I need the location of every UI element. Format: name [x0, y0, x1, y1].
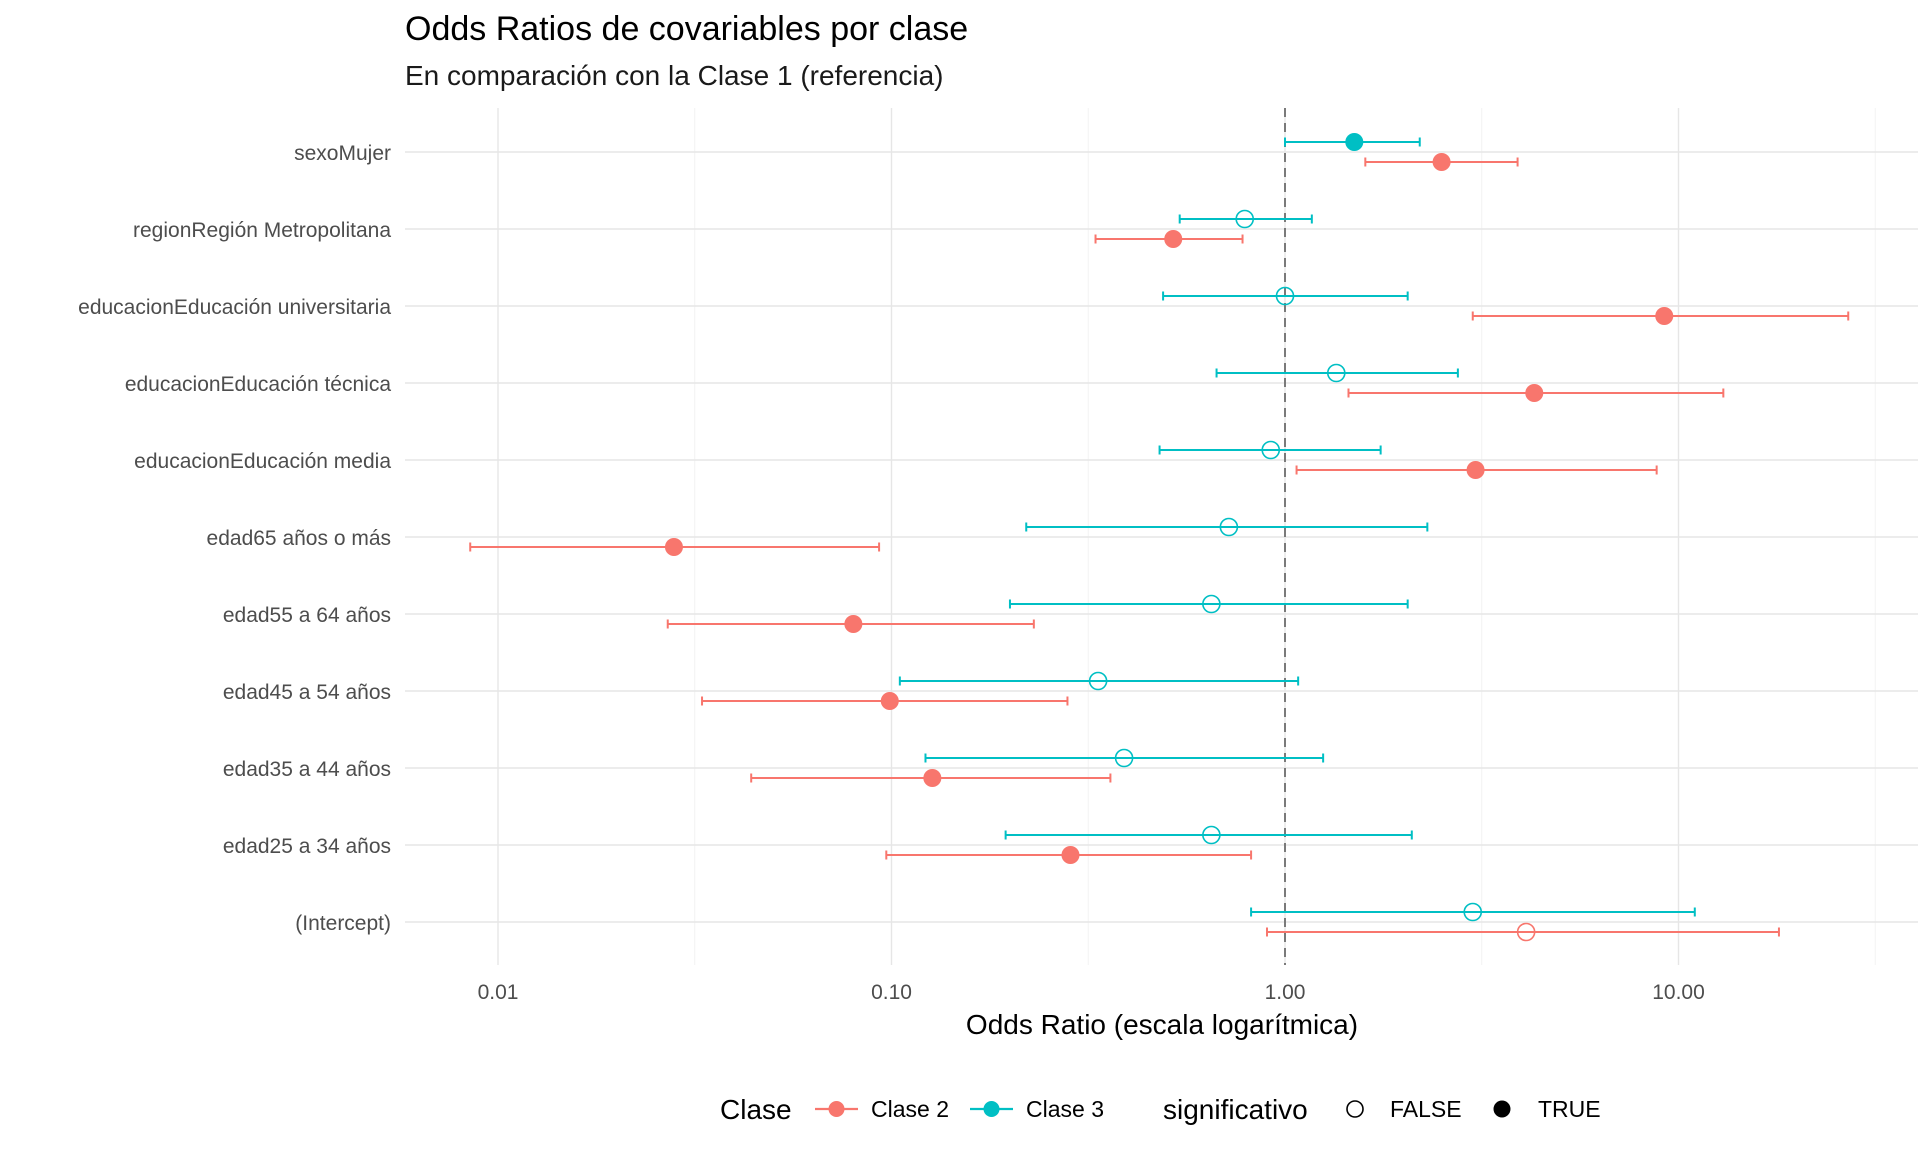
point-not-significant [1261, 440, 1281, 460]
point-not-significant [1088, 671, 1108, 691]
point-not-significant [1235, 209, 1255, 229]
y-tick-label: edad65 años o más [207, 527, 391, 550]
point-not-significant [1516, 922, 1536, 942]
point-not-significant [1202, 825, 1221, 845]
chart-subtitle: En comparación con la Clase 1 (referenci… [405, 60, 943, 91]
x-axis-labels: 0.01 0.10 1.00 10.00 [478, 981, 1705, 1004]
point-not-significant [1326, 363, 1346, 383]
y-tick-label: educacionEducación técnica [125, 373, 392, 396]
grid [405, 108, 1918, 965]
y-tick-label: edad35 a 44 años [223, 758, 391, 781]
point-significant [880, 692, 899, 710]
y-tick-label: regionRegión Metropolitana [133, 219, 391, 242]
legend-label-true: TRUE [1538, 1096, 1601, 1122]
y-tick-label: educacionEducación universitaria [78, 296, 391, 319]
point-significant [1061, 846, 1080, 864]
point-significant [844, 615, 863, 633]
point-significant [1164, 230, 1183, 248]
x-tick-label: 1.00 [1265, 981, 1306, 1004]
y-tick-label: edad25 a 34 años [223, 835, 391, 858]
point-significant [1525, 384, 1544, 402]
x-axis-title: Odds Ratio (escala logarítmica) [966, 1009, 1358, 1040]
point-significant [923, 769, 942, 787]
legend: Clase Clase 2 Clase 3 significativo FALS… [720, 1094, 1601, 1125]
y-tick-label: (Intercept) [295, 912, 391, 935]
legend-key-open-circle [1346, 1100, 1364, 1118]
point-significant [1655, 307, 1674, 325]
legend-key-dot [828, 1101, 845, 1117]
point-significant [1432, 153, 1451, 171]
legend-key-filled-circle [1493, 1100, 1511, 1118]
y-tick-label: sexoMujer [294, 142, 391, 165]
x-tick-label: 0.10 [871, 981, 912, 1004]
legend-label-false: FALSE [1390, 1096, 1462, 1122]
point-significant [1345, 133, 1364, 151]
marks [469, 133, 1850, 942]
y-tick-label: edad55 a 64 años [223, 604, 391, 627]
point-not-significant [1202, 594, 1221, 614]
x-tick-label: 0.01 [478, 981, 519, 1004]
legend-title-significativo: significativo [1163, 1094, 1308, 1125]
chart-title: Odds Ratios de covariables por clase [405, 10, 968, 48]
x-tick-label: 10.00 [1652, 981, 1705, 1004]
y-axis-labels: sexoMujer regionRegión Metropolitana educa… [78, 142, 391, 935]
point-not-significant [1463, 902, 1483, 922]
legend-key-clase-3 [970, 1101, 1013, 1117]
y-tick-label: educacionEducación media [134, 450, 391, 473]
series-clase-2 [469, 153, 1850, 942]
point-not-significant [1114, 748, 1134, 768]
legend-label-clase-2: Clase 2 [871, 1096, 949, 1122]
series-clase-3 [898, 133, 1696, 922]
legend-label-clase-3: Clase 3 [1026, 1096, 1104, 1122]
legend-key-dot [983, 1101, 1000, 1117]
legend-key-clase-2 [815, 1101, 858, 1117]
point-significant [664, 538, 683, 556]
point-significant [1466, 461, 1485, 479]
legend-title-clase: Clase [720, 1094, 792, 1125]
y-tick-label: edad45 a 54 años [223, 681, 391, 704]
point-not-significant [1275, 286, 1295, 306]
point-not-significant [1219, 517, 1239, 537]
